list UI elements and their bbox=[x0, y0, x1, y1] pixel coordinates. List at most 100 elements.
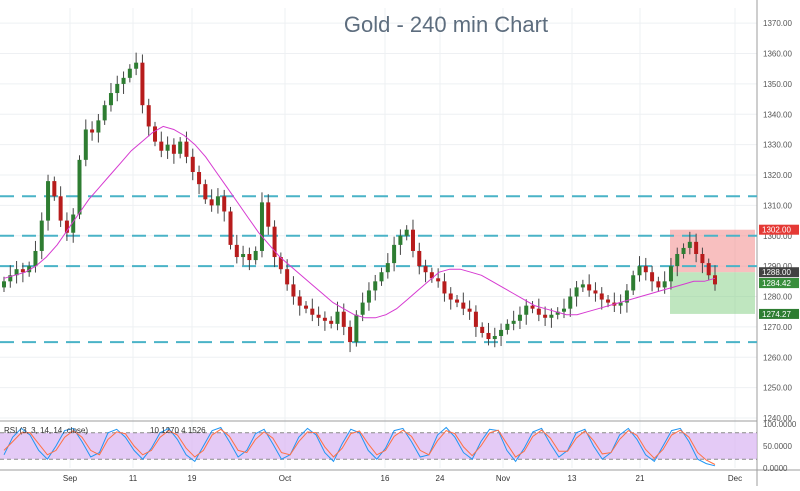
candle-body bbox=[102, 105, 107, 121]
candle-body bbox=[354, 314, 359, 343]
x-tick-label: Nov bbox=[496, 474, 510, 483]
candle-body bbox=[241, 254, 246, 258]
candle-body bbox=[461, 302, 466, 309]
candle-body bbox=[385, 263, 390, 273]
y-tick-label: 1310.00 bbox=[763, 201, 792, 210]
candle-body bbox=[568, 296, 573, 309]
candle-body bbox=[335, 311, 340, 324]
candle-body bbox=[505, 323, 510, 330]
candle-body bbox=[329, 320, 334, 324]
rsi-k-line bbox=[3, 426, 716, 467]
candle-body bbox=[455, 299, 460, 303]
candle-body bbox=[153, 126, 158, 142]
candle-body bbox=[423, 266, 428, 273]
rsi-label: RSI (3, 3, 14, 14, close) bbox=[4, 426, 88, 435]
price-label: 1288.00 bbox=[762, 268, 791, 277]
candle-body bbox=[184, 141, 189, 157]
candle-body bbox=[108, 93, 113, 106]
candle-body bbox=[134, 62, 139, 69]
candle-body bbox=[253, 250, 258, 261]
candle-body bbox=[146, 105, 151, 127]
candle-body bbox=[524, 305, 529, 315]
candle-body bbox=[304, 305, 309, 309]
candle-body bbox=[272, 226, 277, 258]
candle-body bbox=[266, 202, 271, 227]
candle-body bbox=[650, 272, 655, 282]
y-tick-label: 1250.00 bbox=[763, 384, 792, 393]
price-label: 1302.00 bbox=[762, 226, 791, 235]
candle-body bbox=[561, 308, 566, 312]
candle-body bbox=[549, 314, 554, 318]
candle-body bbox=[228, 211, 233, 245]
candle-body bbox=[83, 129, 88, 160]
candle-body bbox=[473, 311, 478, 327]
y-tick-label: 1360.00 bbox=[763, 50, 792, 59]
candle-body bbox=[668, 266, 673, 282]
candle-body bbox=[618, 302, 623, 306]
x-tick-label: 13 bbox=[568, 474, 577, 483]
candle-body bbox=[46, 181, 51, 221]
candle-body bbox=[442, 281, 447, 294]
candle-body bbox=[247, 254, 252, 261]
candle-body bbox=[310, 308, 315, 315]
candle-body bbox=[90, 129, 95, 133]
candle-body bbox=[404, 229, 409, 236]
candle-body bbox=[536, 308, 541, 315]
y-tick-label: 1260.00 bbox=[763, 353, 792, 362]
price-label: 1284.42 bbox=[762, 279, 791, 288]
candle-body bbox=[410, 229, 415, 251]
candle-body bbox=[20, 269, 25, 273]
candle-body bbox=[121, 77, 126, 84]
candle-body bbox=[637, 266, 642, 276]
candle-body bbox=[713, 275, 717, 285]
price-label: 1274.27 bbox=[762, 310, 791, 319]
candle-body bbox=[39, 220, 44, 251]
x-tick-label: Sep bbox=[63, 474, 78, 483]
rsi-values: 10.1270 4.1526 bbox=[150, 426, 206, 435]
candle-body bbox=[700, 254, 705, 264]
x-tick-label: 11 bbox=[129, 474, 138, 483]
candle-body bbox=[140, 62, 145, 106]
candle-body bbox=[178, 141, 183, 154]
candle-body bbox=[373, 281, 378, 291]
candle-body bbox=[52, 181, 57, 197]
candle-body bbox=[643, 266, 648, 273]
candle-body bbox=[379, 272, 384, 282]
candle-body bbox=[64, 220, 69, 233]
x-tick-label: 24 bbox=[436, 474, 445, 483]
take-profit-zone bbox=[670, 272, 755, 314]
x-tick-label: 21 bbox=[636, 474, 645, 483]
candle-body bbox=[259, 202, 264, 251]
candle-body bbox=[222, 196, 227, 212]
price-label-box bbox=[759, 224, 799, 235]
price-label-box bbox=[759, 267, 799, 278]
y-tick-label: 1270.00 bbox=[763, 323, 792, 332]
candle-body bbox=[215, 196, 220, 206]
y-tick-label: 1350.00 bbox=[763, 80, 792, 89]
candle-body bbox=[27, 266, 32, 273]
y-tick-label: 1280.00 bbox=[763, 293, 792, 302]
candle-body bbox=[580, 284, 585, 288]
candle-body bbox=[115, 83, 120, 94]
candle-body bbox=[33, 250, 38, 267]
candle-body bbox=[316, 314, 321, 318]
candle-body bbox=[278, 257, 283, 270]
rsi-d-line bbox=[3, 428, 716, 465]
y-tick-label: 1340.00 bbox=[763, 110, 792, 119]
candle-body bbox=[587, 284, 592, 291]
candle-body bbox=[448, 293, 453, 300]
candle-body bbox=[322, 317, 327, 321]
candle-body bbox=[360, 302, 365, 315]
rsi-tick-label: 100.0000 bbox=[763, 420, 797, 429]
rsi-tick-label: 0.0000 bbox=[763, 464, 788, 473]
candle-body bbox=[687, 241, 692, 248]
y-tick-label: 1330.00 bbox=[763, 141, 792, 150]
rsi-band bbox=[0, 432, 757, 460]
x-tick-label: 16 bbox=[381, 474, 390, 483]
candle-body bbox=[656, 281, 661, 288]
candle-body bbox=[398, 235, 403, 245]
candle-body bbox=[543, 314, 548, 318]
candle-body bbox=[486, 332, 491, 340]
grid bbox=[0, 8, 757, 468]
